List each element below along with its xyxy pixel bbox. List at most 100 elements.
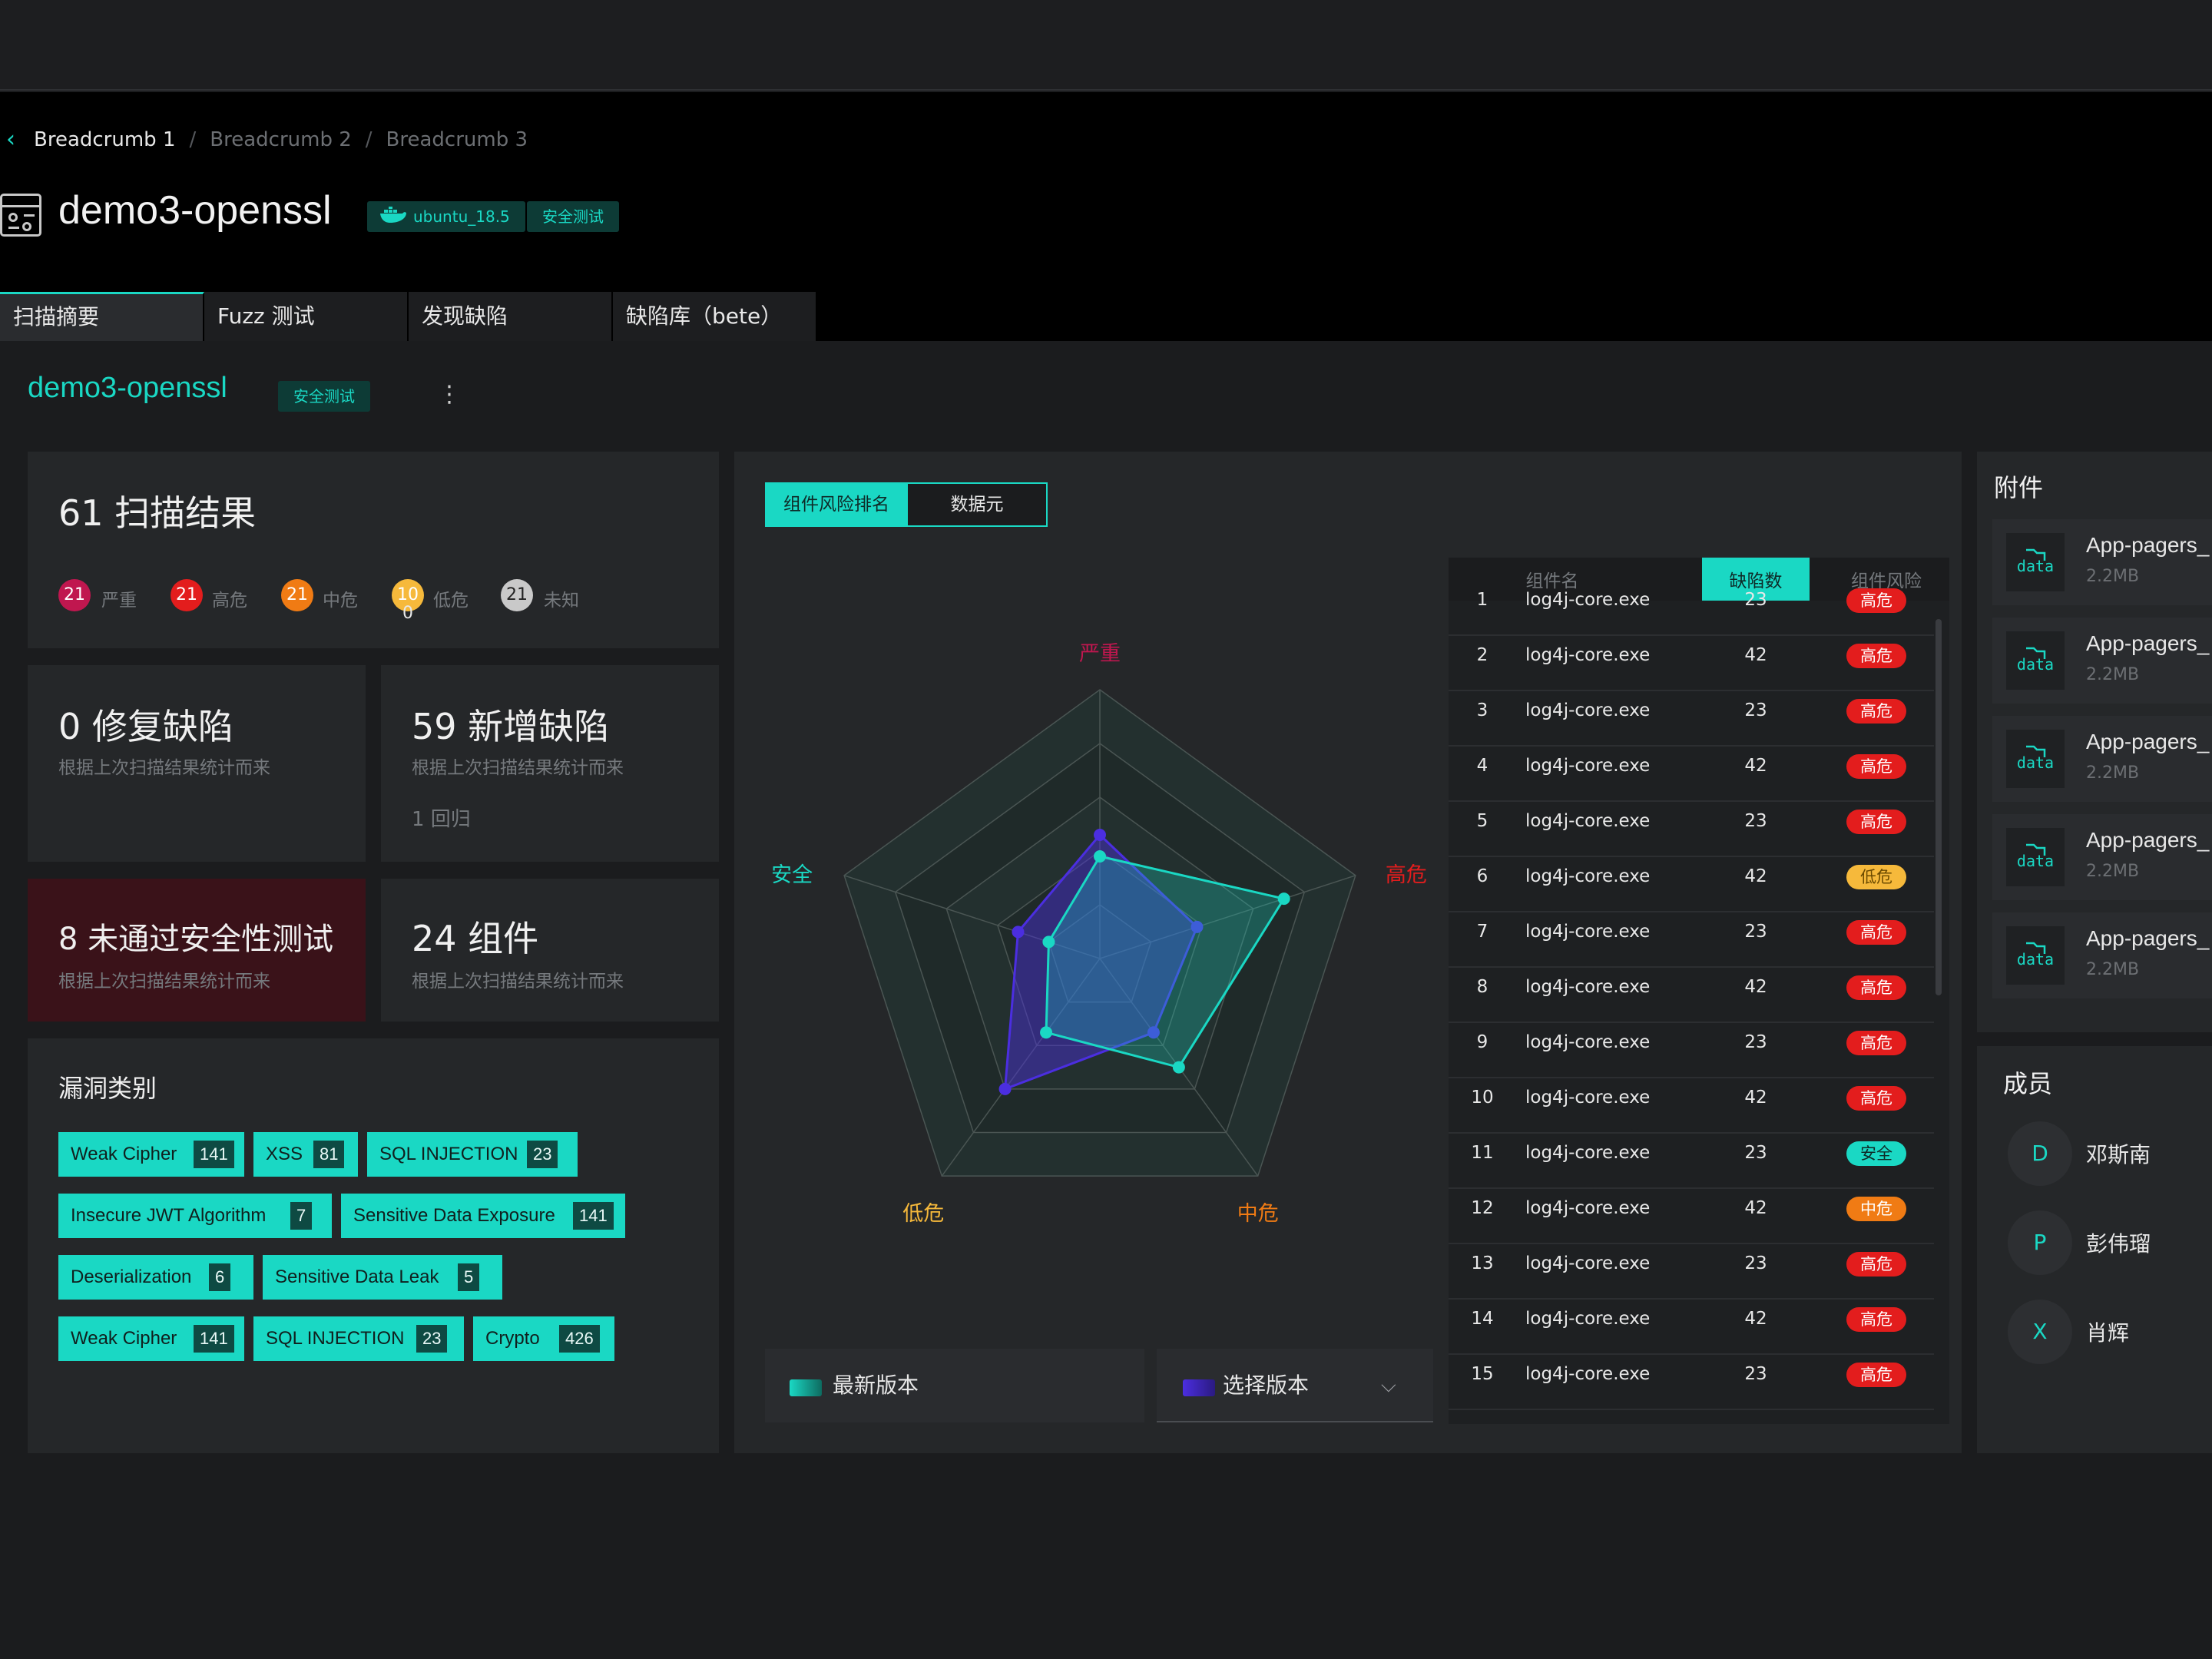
select-version-dropdown[interactable]: 选择版本 ⌵ xyxy=(1157,1349,1433,1422)
table-row[interactable]: 10 log4j-core.exe 42 高危 xyxy=(1449,1078,1934,1134)
vuln-tag-label: XSS xyxy=(266,1144,303,1164)
row-component-name: log4j-core.exe xyxy=(1525,645,1651,665)
table-row[interactable]: 12 log4j-core.exe 42 中危 xyxy=(1449,1189,1934,1244)
table-row[interactable]: 11 log4j-core.exe 23 安全 xyxy=(1449,1134,1934,1189)
table-row[interactable]: 4 log4j-core.exe 42 高危 xyxy=(1449,747,1934,802)
breadcrumb-item-3[interactable]: Breadcrumb 3 xyxy=(386,127,528,151)
row-defect-count: 23 xyxy=(1744,1143,1767,1163)
avatar[interactable]: X xyxy=(2008,1300,2072,1364)
severity-low-count: 10 xyxy=(392,579,424,611)
vuln-tag[interactable]: Insecure JWT Algorithm 7 xyxy=(58,1194,332,1238)
row-component-name: log4j-core.exe xyxy=(1525,977,1651,997)
folder-data-icon: data xyxy=(2006,828,2065,886)
new-defects-title: 59 新增缺陷 xyxy=(412,706,610,747)
breadcrumb-item-1[interactable]: Breadcrumb 1 xyxy=(34,127,176,151)
row-defect-count: 23 xyxy=(1744,1253,1767,1273)
vuln-tag[interactable]: Weak Cipher 141 xyxy=(58,1316,244,1361)
vuln-tag-label: Insecure JWT Algorithm xyxy=(71,1205,267,1226)
vuln-tag[interactable]: SQL INJECTION 23 xyxy=(253,1316,464,1361)
radar-point xyxy=(1042,935,1055,949)
vuln-tag[interactable]: SQL INJECTION 23 xyxy=(367,1132,578,1177)
table-row[interactable]: 7 log4j-core.exe 23 高危 xyxy=(1449,912,1934,968)
table-row[interactable]: 3 log4j-core.exe 23 高危 xyxy=(1449,691,1934,747)
radar-axis-label: 中危 xyxy=(1237,1202,1279,1226)
vuln-tag-count: 5 xyxy=(458,1263,480,1291)
table-row[interactable]: 1 log4j-core.exe 23 高危 xyxy=(1449,581,1934,636)
docker-whale-icon xyxy=(379,203,407,233)
row-defect-count: 42 xyxy=(1744,866,1767,886)
attachment-item[interactable]: data App-pagers_ 2.2MB xyxy=(1992,519,2212,605)
column-header-defect-count[interactable]: 缺陷数 xyxy=(1702,558,1810,601)
fixed-defects-sub: 根据上次扫描结果统计而来 xyxy=(58,758,270,778)
table-row[interactable]: 5 log4j-core.exe 23 高危 xyxy=(1449,802,1934,857)
section-title: demo3-openssl xyxy=(28,372,227,404)
env-tag-label: ubuntu_18.5 xyxy=(413,207,510,226)
tab-scan-summary[interactable]: 扫描摘要 xyxy=(0,292,204,341)
attachment-size: 2.2MB xyxy=(2086,665,2140,684)
attachment-item[interactable]: data App-pagers_ 2.2MB xyxy=(1992,618,2212,704)
row-index: 2 xyxy=(1476,645,1488,665)
radar-grid xyxy=(843,689,1356,1177)
radar-axis-line xyxy=(1099,875,1356,959)
attachment-size: 2.2MB xyxy=(2086,960,2140,979)
attachment-item[interactable]: data App-pagers_ 2.2MB xyxy=(1992,912,2212,998)
attachment-size: 2.2MB xyxy=(2086,567,2140,586)
row-defect-count: 42 xyxy=(1744,1198,1767,1218)
attachment-item[interactable]: data App-pagers_ 2.2MB xyxy=(1992,814,2212,900)
row-component-name: log4j-core.exe xyxy=(1525,700,1651,720)
back-chevron-icon[interactable]: ‹ xyxy=(6,126,15,153)
breadcrumb-item-2[interactable]: Breadcrumb 2 xyxy=(210,127,352,151)
vuln-tag[interactable]: Crypto 426 xyxy=(473,1316,614,1361)
severity-critical-count: 21 xyxy=(58,579,91,611)
table-scrollbar[interactable] xyxy=(1936,619,1942,995)
severity-low-label: 低危 xyxy=(433,591,469,611)
row-risk-badge: 高危 xyxy=(1846,1086,1906,1111)
column-header-component-risk[interactable]: 组件风险 xyxy=(1851,571,1922,591)
segment-component-risk-ranking[interactable]: 组件风险排名 xyxy=(765,482,908,527)
attachment-name: App-pagers_ xyxy=(2086,533,2210,557)
radar-point xyxy=(1172,1061,1185,1074)
vuln-tag-label: SQL INJECTION xyxy=(266,1328,405,1349)
avatar[interactable]: P xyxy=(2008,1210,2072,1275)
latest-version-legend: 最新版本 xyxy=(765,1349,1144,1422)
type-tag: 安全测试 xyxy=(527,201,619,232)
table-row[interactable]: 6 log4j-core.exe 42 低危 xyxy=(1449,857,1934,912)
attachment-size: 2.2MB xyxy=(2086,763,2140,783)
table-row[interactable]: 15 log4j-core.exe 23 高危 xyxy=(1449,1355,1934,1410)
row-index: 6 xyxy=(1476,866,1488,886)
avatar[interactable]: D xyxy=(2008,1121,2072,1186)
folder-data-icon: data xyxy=(2006,730,2065,788)
table-row[interactable]: 2 log4j-core.exe 42 高危 xyxy=(1449,636,1934,691)
row-defect-count: 42 xyxy=(1744,977,1767,997)
radar-point xyxy=(998,1082,1012,1095)
table-row[interactable]: 8 log4j-core.exe 42 高危 xyxy=(1449,968,1934,1023)
segment-data-element[interactable]: 数据元 xyxy=(906,482,1048,527)
vuln-tag[interactable]: Sensitive Data Exposure 141 xyxy=(341,1194,625,1238)
row-index: 10 xyxy=(1471,1088,1494,1108)
vuln-tag[interactable]: Weak Cipher 141 xyxy=(58,1132,244,1177)
stray-zero: 0 xyxy=(402,604,413,623)
vuln-tag-count: 6 xyxy=(209,1263,231,1291)
row-component-name: log4j-core.exe xyxy=(1525,1143,1651,1163)
tab-found-defects[interactable]: 发现缺陷 xyxy=(409,292,613,341)
vuln-tag[interactable]: Sensitive Data Leak 5 xyxy=(263,1255,502,1300)
table-row[interactable]: 14 log4j-core.exe 42 高危 xyxy=(1449,1300,1934,1355)
vuln-tag[interactable]: XSS 81 xyxy=(253,1132,358,1177)
tab-defect-library[interactable]: 缺陷库（bete） xyxy=(613,292,817,341)
attachment-item[interactable]: data App-pagers_ 2.2MB xyxy=(1992,716,2212,802)
row-risk-badge: 高危 xyxy=(1846,920,1906,945)
table-row[interactable]: 9 log4j-core.exe 23 高危 xyxy=(1449,1023,1934,1078)
column-header-component[interactable]: 组件名 xyxy=(1525,571,1579,591)
severity-high-count: 21 xyxy=(171,579,203,611)
tab-fuzz-test[interactable]: Fuzz 测试 xyxy=(204,292,409,341)
severity-unknown-count: 21 xyxy=(501,579,533,611)
table-row[interactable]: 13 log4j-core.exe 23 高危 xyxy=(1449,1244,1934,1300)
row-component-name: log4j-core.exe xyxy=(1525,811,1651,831)
more-options-icon[interactable]: ⋮ xyxy=(438,381,461,408)
components-title: 24 组件 xyxy=(412,918,539,959)
vuln-tag[interactable]: Deserialization 6 xyxy=(58,1255,253,1300)
radar-point xyxy=(1040,1026,1053,1039)
row-index: 11 xyxy=(1471,1143,1494,1163)
breadcrumb-separator: / xyxy=(365,127,373,151)
vuln-tag-label: SQL INJECTION xyxy=(379,1144,518,1164)
